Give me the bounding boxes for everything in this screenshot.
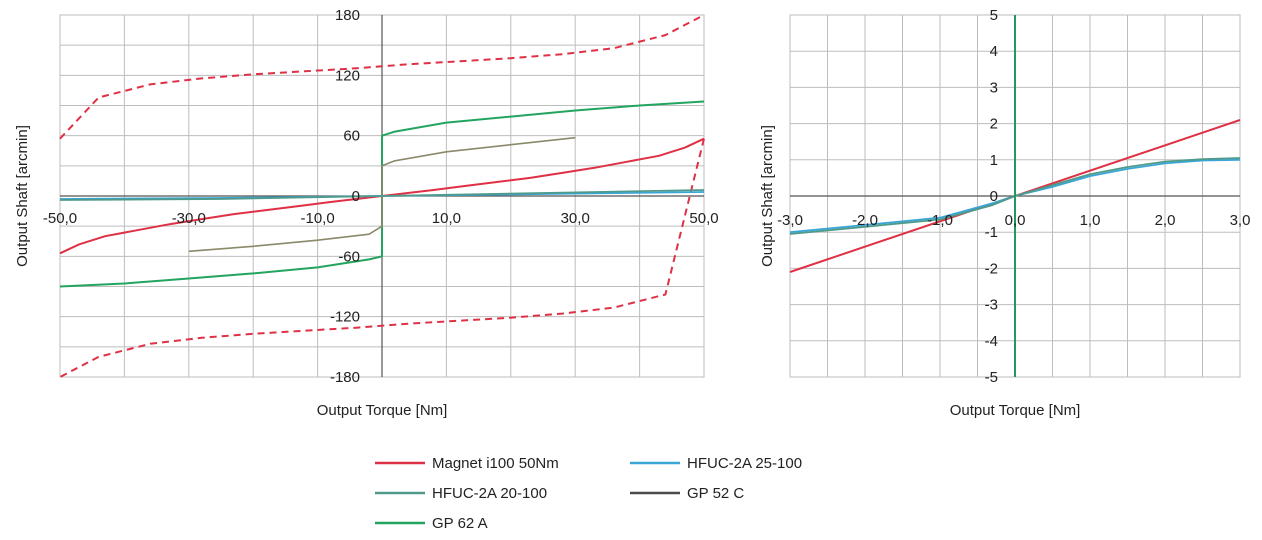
x-axis-label: Output Torque [Nm] (317, 402, 448, 419)
x-tick-label: -30,0 (172, 210, 206, 227)
x-tick-label: 3,0 (1230, 212, 1251, 229)
x-tick-label: 2,0 (1155, 212, 1176, 229)
y-tick-label: 180 (335, 7, 360, 24)
legend-label-gp52: GP 52 C (687, 485, 744, 502)
x-tick-label: 30,0 (561, 210, 590, 227)
series-line-magnet-dashed (59, 138, 705, 378)
series-line-hfuc20 (59, 189, 705, 201)
legend-label-hfuc25: HFUC-2A 25-100 (687, 455, 802, 472)
x-tick-label: 50,0 (689, 210, 718, 227)
y-tick-label: 5 (990, 7, 998, 24)
x-tick-label: 0,0 (1005, 212, 1026, 229)
legend-label-magnet: Magnet i100 50Nm (432, 455, 559, 472)
y-tick-label: 3 (990, 79, 998, 96)
y-tick-label: -3 (985, 297, 998, 314)
x-tick-label: -3,0 (777, 212, 803, 229)
y-tick-label: -4 (985, 333, 998, 350)
y-tick-label: 1 (990, 152, 998, 169)
x-tick-label: -10,0 (300, 210, 334, 227)
y-tick-label: 0 (990, 188, 998, 205)
y-tick-label: -1 (985, 224, 998, 241)
legend-label-hfuc20: HFUC-2A 20-100 (432, 485, 547, 502)
y-axis-label: Output Shaft [arcmin] (14, 125, 31, 267)
x-tick-label: 1,0 (1080, 212, 1101, 229)
y-tick-label: -120 (330, 309, 360, 326)
x-axis-label: Output Torque [Nm] (950, 402, 1081, 419)
chart-left: -50,0 -30,0 -10,0 10,0 30,0 50,0 -180 -120 -60 0 6… (14, 7, 719, 419)
y-tick-label: -60 (338, 248, 360, 265)
x-tick-label: -50,0 (43, 210, 77, 227)
y-tick-label: -5 (985, 369, 998, 386)
series-line-magnet-dashed (59, 14, 705, 140)
y-tick-label: -2 (985, 260, 998, 277)
y-tick-label: 120 (335, 67, 360, 84)
y-tick-label: 4 (990, 43, 998, 60)
legend-label-gp62: GP 62 A (432, 515, 488, 532)
x-tick-label: -1,0 (927, 212, 953, 229)
y-tick-label: 0 (352, 188, 360, 205)
series-line-hfuc20 (789, 157, 1241, 235)
series-line-hfuc25 (789, 158, 1241, 234)
y-tick-label: 60 (343, 128, 360, 145)
legend: Magnet i100 50Nm HFUC-2A 25-100 HFUC-2A 20… (375, 455, 802, 532)
y-tick-label: -180 (330, 369, 360, 386)
x-tick-label: 10,0 (432, 210, 461, 227)
y-tick-label: 2 (990, 116, 998, 133)
chart-right: -3,0 -2,0 -1,0 0,0 1,0 2,0 3,0 -5 -4 -3 -2 -1 0 1 2 3 4 5… (759, 7, 1250, 419)
x-tick-label: -2,0 (852, 212, 878, 229)
y-axis-label: Output Shaft [arcmin] (759, 125, 776, 267)
